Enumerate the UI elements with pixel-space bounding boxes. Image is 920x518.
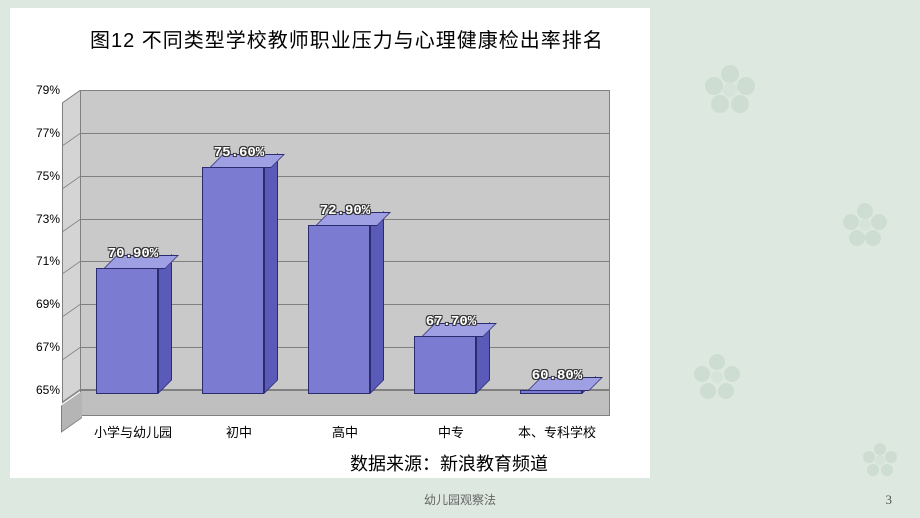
bar-value-label: 72.90% [300,203,390,219]
slide: 图12 不同类型学校教师职业压力与心理健康检出率排名 65% 67% 69% 71% 7… [0,0,920,518]
y-tick-label: 75% [30,169,60,183]
bar-value-label: 75.60% [194,145,284,161]
blossom-icon [840,200,890,250]
y-tick-label: 69% [30,297,60,311]
y-tick-label: 79% [30,83,60,97]
y-tick-label: 65% [30,383,60,397]
blossom-icon [860,440,900,480]
blossom-icon [700,60,760,120]
blossom-icon [690,350,745,405]
y-tick-label: 71% [30,254,60,268]
page-number: 3 [886,492,893,508]
x-tick-label: 小学与幼儿园 [80,422,186,441]
chart-title: 图12 不同类型学校教师职业压力与心理健康检出率排名 [90,24,604,53]
gridline [80,90,610,91]
chart-sidewall [62,90,80,403]
x-tick-label: 本、专科学校 [504,422,610,441]
chart-source: 数据来源：新浪教育频道 [350,450,548,476]
bar: 70.90% [96,94,172,420]
footer-title: 幼儿园观察法 [0,491,920,508]
x-tick-label: 高中 [292,422,398,441]
bar: 75.60% [202,94,278,420]
y-tick-label: 77% [30,126,60,140]
bar: 72.90% [308,94,384,420]
chart-card: 图12 不同类型学校教师职业压力与心理健康检出率排名 65% 67% 69% 71% 7… [10,8,650,478]
y-tick-label: 67% [30,340,60,354]
chart-plot: 65%67%69%71%73%75%77%79% 70.90%75.60%72.… [30,90,630,420]
bar: 60.80% [520,94,596,420]
x-tick-label: 初中 [186,422,292,441]
bar: 67.70% [414,94,490,420]
x-tick-label: 中专 [398,422,504,441]
bar-value-label: 60.80% [512,368,602,384]
y-tick-label: 73% [30,212,60,226]
bar-value-label: 70.90% [88,246,178,262]
bar-value-label: 67.70% [406,314,496,330]
